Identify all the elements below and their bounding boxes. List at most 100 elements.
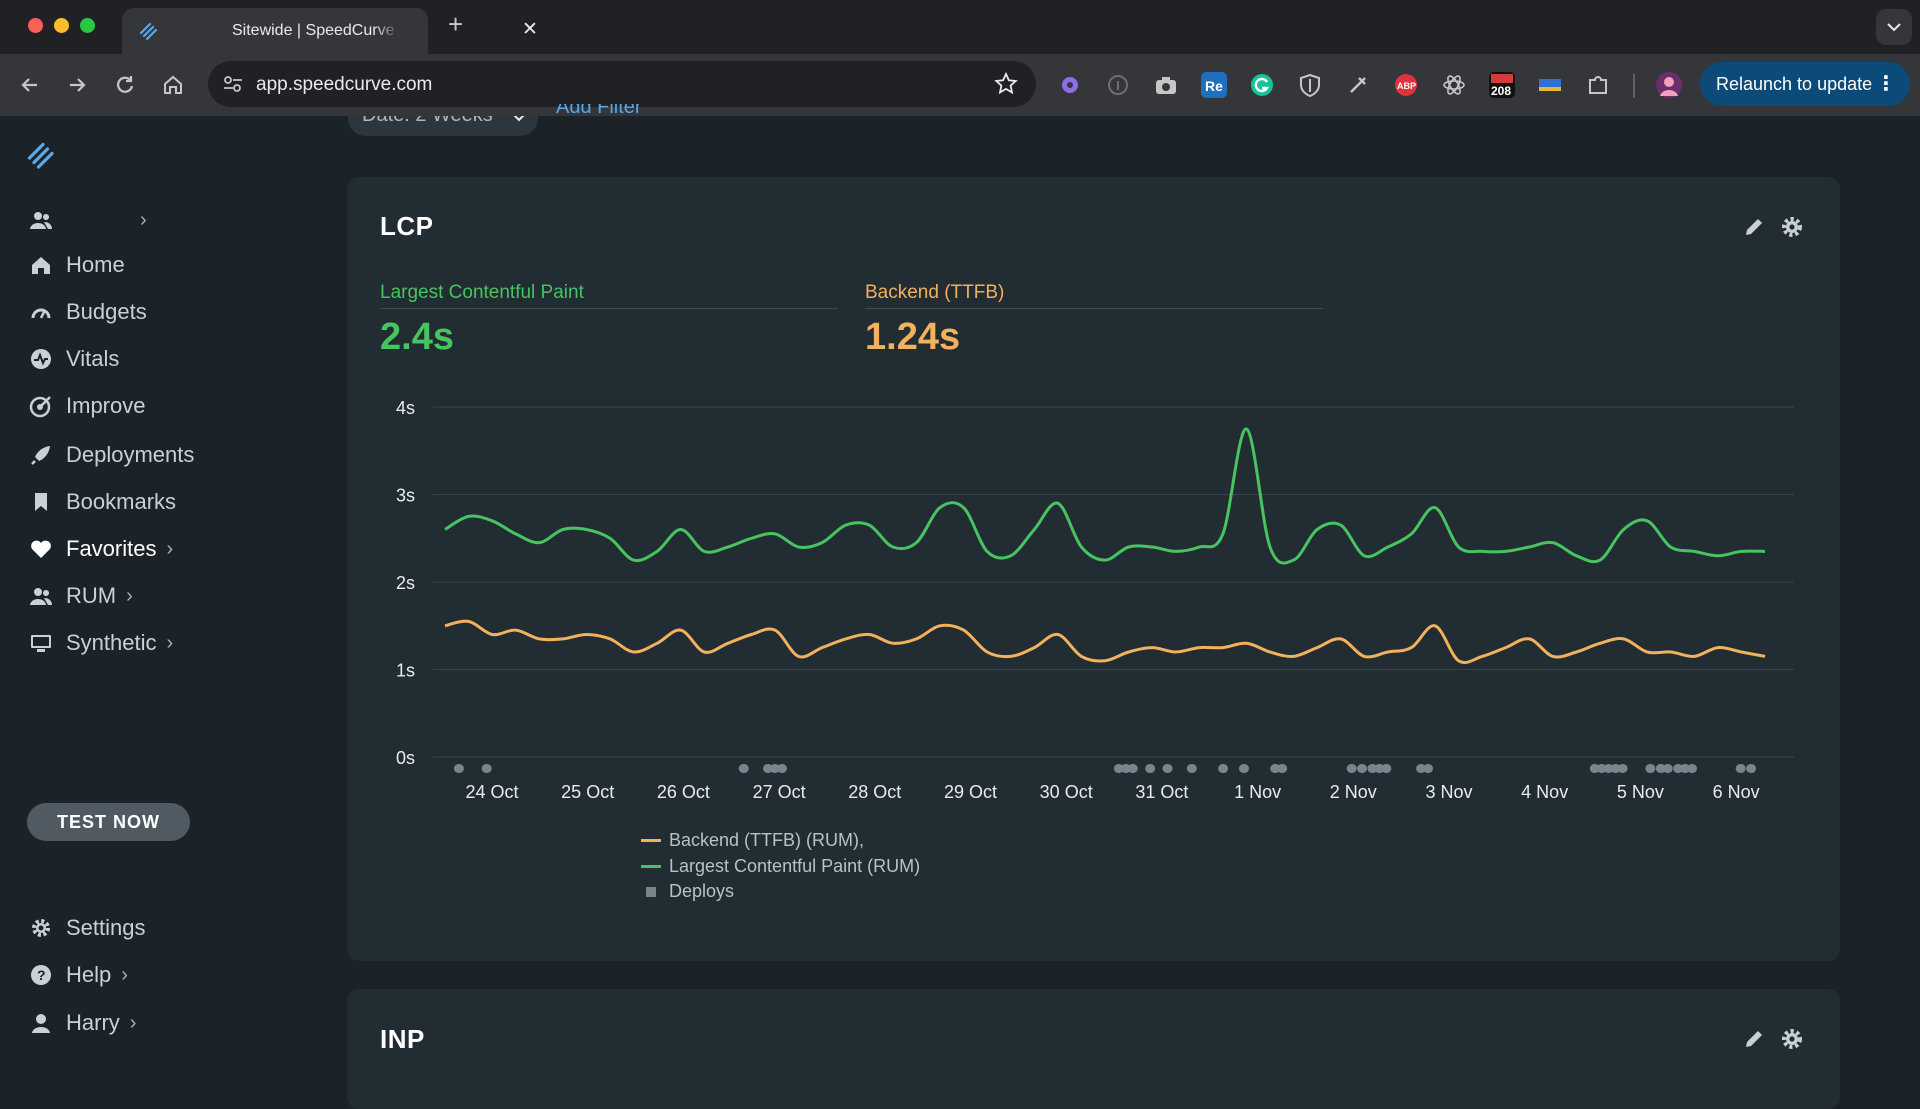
lcp-series-line[interactable] bbox=[444, 427, 1766, 565]
date-filter-dropdown[interactable]: Date: 2 Weeks bbox=[348, 116, 538, 136]
deploy-marker[interactable] bbox=[1746, 764, 1757, 773]
tab-close-icon[interactable]: ✕ bbox=[522, 19, 538, 40]
x-tick-label: 25 Oct bbox=[561, 782, 614, 802]
deploy-marker[interactable] bbox=[1367, 764, 1378, 773]
sidebar-item-label: Vitals bbox=[66, 346, 120, 371]
deploy-marker[interactable] bbox=[1186, 764, 1197, 773]
sidebar-item-vitals[interactable]: Vitals bbox=[28, 342, 119, 376]
inp-extension-icon[interactable]: 208 bbox=[1489, 72, 1515, 98]
deploy-marker[interactable] bbox=[1645, 764, 1656, 773]
adblock-extension-icon[interactable]: ABP bbox=[1393, 72, 1419, 98]
bookmark-star-icon[interactable] bbox=[994, 72, 1018, 96]
deploy-marker[interactable] bbox=[1423, 764, 1434, 773]
deploy-marker[interactable] bbox=[1238, 764, 1249, 773]
tab-search-button[interactable] bbox=[1876, 9, 1912, 45]
minimize-window-button[interactable] bbox=[54, 18, 69, 33]
profile-avatar[interactable] bbox=[1656, 72, 1682, 98]
deploy-marker[interactable] bbox=[1687, 764, 1698, 773]
deploy-marker[interactable] bbox=[1673, 764, 1684, 773]
react-extension-icon[interactable] bbox=[1441, 72, 1467, 98]
deploy-marker[interactable] bbox=[453, 764, 464, 773]
deploy-marker[interactable] bbox=[1113, 764, 1124, 773]
new-tab-button[interactable]: + bbox=[448, 9, 464, 39]
deploy-marker[interactable] bbox=[1120, 764, 1131, 773]
deploy-marker[interactable] bbox=[1162, 764, 1173, 773]
legend-item-ttfb[interactable]: Backend (TTFB) (RUM), bbox=[641, 828, 920, 854]
sidebar-item-settings[interactable]: Settings bbox=[28, 911, 146, 945]
shield-extension-icon[interactable] bbox=[1297, 72, 1323, 98]
deploy-marker[interactable] bbox=[481, 764, 492, 773]
speedcurve-logo[interactable] bbox=[25, 140, 55, 170]
test-now-button[interactable]: TEST NOW bbox=[27, 803, 190, 841]
sidebar-item-home[interactable]: Home bbox=[28, 248, 125, 282]
team-switcher[interactable]: › bbox=[28, 203, 147, 237]
pin-extension-icon[interactable] bbox=[1345, 72, 1371, 98]
sidebar-item-bookmarks[interactable]: Bookmarks bbox=[28, 485, 176, 519]
deploy-marker[interactable] bbox=[1346, 764, 1357, 773]
add-filter-link[interactable]: Add Filter bbox=[556, 104, 642, 116]
sidebar-item-deployments[interactable]: Deployments bbox=[28, 438, 194, 472]
browser-tab[interactable]: Sitewide | SpeedCurve ✕ bbox=[122, 8, 538, 54]
relaunch-label: Relaunch to update bbox=[1716, 74, 1873, 94]
deploy-marker[interactable] bbox=[1357, 764, 1368, 773]
deploy-marker[interactable] bbox=[1416, 764, 1427, 773]
legend-item-deploys[interactable]: Deploys bbox=[641, 879, 920, 905]
forward-icon[interactable] bbox=[62, 70, 92, 100]
deploy-marker[interactable] bbox=[1655, 764, 1666, 773]
back-icon[interactable] bbox=[15, 70, 45, 100]
deploy-marker[interactable] bbox=[1610, 764, 1621, 773]
rum-extension-icon[interactable] bbox=[1537, 72, 1563, 98]
close-window-button[interactable] bbox=[28, 18, 43, 33]
sidebar-item-favorites[interactable]: Favorites › bbox=[28, 532, 173, 566]
sidebar-item-rum[interactable]: RUM › bbox=[28, 579, 133, 613]
deploy-marker[interactable] bbox=[1680, 764, 1691, 773]
gear-icon[interactable] bbox=[1780, 1027, 1804, 1051]
ttfb-series-line[interactable] bbox=[444, 619, 1766, 665]
pencil-icon[interactable] bbox=[1742, 1027, 1766, 1051]
users-icon bbox=[28, 583, 54, 609]
maximize-window-button[interactable] bbox=[80, 18, 95, 33]
deploy-marker[interactable] bbox=[1277, 764, 1288, 773]
deploy-marker[interactable] bbox=[776, 764, 787, 773]
gear-extension-icon[interactable] bbox=[1057, 72, 1083, 98]
camera-extension-icon[interactable] bbox=[1153, 72, 1179, 98]
deploy-marker[interactable] bbox=[1735, 764, 1746, 773]
deploy-marker[interactable] bbox=[770, 764, 780, 773]
sidebar-item-improve[interactable]: Improve bbox=[28, 389, 145, 423]
deploy-marker[interactable] bbox=[1589, 764, 1600, 773]
grammarly-extension-icon[interactable] bbox=[1249, 72, 1275, 98]
deploy-marker[interactable] bbox=[1145, 764, 1156, 773]
deploy-marker[interactable] bbox=[1270, 764, 1281, 773]
sidebar-item-synthetic[interactable]: Synthetic › bbox=[28, 626, 173, 660]
more-menu-icon[interactable]: ⋮ bbox=[1876, 73, 1896, 95]
sidebar-item-help[interactable]: ? Help › bbox=[28, 958, 128, 992]
deploy-marker[interactable] bbox=[1603, 764, 1614, 773]
home-icon[interactable] bbox=[158, 70, 188, 100]
y-tick-label: 4s bbox=[396, 398, 415, 418]
deploy-marker[interactable] bbox=[1596, 764, 1607, 773]
sidebar-item-label: Improve bbox=[66, 393, 146, 418]
relaunch-to-update-button[interactable]: Relaunch to update ⋮ bbox=[1700, 62, 1910, 106]
deploy-marker[interactable] bbox=[738, 764, 749, 773]
deploy-marker[interactable] bbox=[1617, 764, 1628, 773]
address-bar[interactable]: app.speedcurve.com bbox=[208, 61, 1036, 107]
y-tick-label: 3s bbox=[396, 486, 415, 506]
svg-text:Re: Re bbox=[1205, 78, 1223, 94]
legend-item-lcp[interactable]: Largest Contentful Paint (RUM) bbox=[641, 854, 920, 880]
sidebar-item-budgets[interactable]: Budgets bbox=[28, 295, 147, 329]
deploy-marker[interactable] bbox=[1662, 764, 1673, 773]
deploy-marker[interactable] bbox=[1374, 764, 1385, 773]
reload-icon[interactable] bbox=[110, 70, 140, 100]
add-filter-label: Add Filter bbox=[556, 104, 642, 116]
deploy-marker[interactable] bbox=[1127, 764, 1138, 773]
re-extension-icon[interactable]: Re bbox=[1201, 72, 1227, 98]
site-settings-icon[interactable] bbox=[222, 74, 244, 94]
extensions-puzzle-icon[interactable] bbox=[1585, 72, 1611, 98]
deploy-marker[interactable] bbox=[1381, 764, 1392, 773]
gear-icon[interactable] bbox=[1780, 215, 1804, 239]
deploy-marker[interactable] bbox=[763, 764, 774, 773]
sidebar-item-user[interactable]: Harry › bbox=[28, 1006, 136, 1040]
deploy-marker[interactable] bbox=[1218, 764, 1229, 773]
info-extension-icon[interactable] bbox=[1105, 72, 1131, 98]
pencil-icon[interactable] bbox=[1742, 215, 1766, 239]
